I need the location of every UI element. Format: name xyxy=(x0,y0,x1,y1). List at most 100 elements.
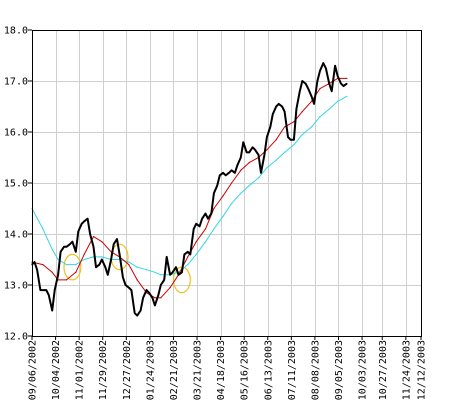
data-point xyxy=(95,266,97,268)
data-point xyxy=(342,85,345,87)
y-tick-label: 16.0 xyxy=(4,128,28,139)
data-point xyxy=(189,253,191,255)
data-point xyxy=(148,292,150,294)
y-tick-label: 18.0 xyxy=(4,26,28,37)
data-point xyxy=(334,65,336,67)
data-point xyxy=(231,202,233,204)
data-point xyxy=(195,253,197,255)
data-point xyxy=(236,164,238,166)
data-point xyxy=(48,294,50,296)
data-point xyxy=(293,139,295,141)
data-point xyxy=(231,169,233,171)
data-point xyxy=(248,162,250,164)
data-point xyxy=(39,289,42,291)
highlight-ellipse xyxy=(63,253,82,281)
data-point xyxy=(101,256,103,258)
data-point xyxy=(310,95,313,97)
data-point xyxy=(222,172,224,174)
data-point xyxy=(213,228,215,230)
data-point xyxy=(81,223,83,225)
data-point xyxy=(204,228,207,230)
data-point xyxy=(193,228,195,230)
x-tick-label: 03/21/2003 xyxy=(193,340,204,400)
y-tick-label: 13.0 xyxy=(4,281,28,292)
data-point xyxy=(113,243,115,245)
data-point xyxy=(346,77,348,79)
data-point xyxy=(187,264,189,266)
data-point xyxy=(248,185,250,187)
x-tick-label: 06/13/2003 xyxy=(263,340,274,400)
data-point xyxy=(92,246,95,248)
x-tick-label: 08/08/2003 xyxy=(310,340,321,400)
data-point xyxy=(154,297,156,299)
data-point xyxy=(269,126,271,128)
data-point xyxy=(219,174,221,176)
data-point xyxy=(293,121,295,123)
data-point xyxy=(257,154,260,156)
x-tick-label: 10/27/2003 xyxy=(378,340,389,400)
data-point xyxy=(319,116,321,118)
x-tick-label: 09/05/2003 xyxy=(334,340,345,400)
data-point xyxy=(65,264,68,266)
data-point xyxy=(104,266,106,268)
data-point xyxy=(266,167,268,169)
data-point xyxy=(128,261,130,263)
data-point xyxy=(42,228,44,230)
data-point xyxy=(51,309,53,312)
data-point xyxy=(160,274,162,276)
data-point xyxy=(177,274,180,276)
data-point xyxy=(42,264,44,266)
data-point xyxy=(325,67,327,69)
data-point xyxy=(240,192,242,194)
data-point xyxy=(257,177,260,179)
series-moving-average-short xyxy=(31,77,348,299)
y-tick-label: 15.0 xyxy=(4,179,28,190)
data-point xyxy=(89,233,91,235)
data-point xyxy=(92,236,95,238)
data-point xyxy=(36,269,38,271)
data-point xyxy=(134,312,136,314)
data-point xyxy=(313,103,315,105)
data-point xyxy=(63,246,65,248)
x-tick-label: 11/01/2002 xyxy=(75,340,86,400)
data-point xyxy=(75,264,77,266)
data-point xyxy=(172,271,174,273)
data-point xyxy=(287,136,289,138)
data-point xyxy=(119,253,121,255)
data-point xyxy=(75,271,77,273)
data-point xyxy=(204,241,207,243)
data-point xyxy=(142,297,144,299)
data-point xyxy=(275,159,277,161)
data-point xyxy=(222,215,224,217)
data-point xyxy=(281,105,283,108)
y-tick-labels: 12.0 13.0 14.0 15.0 16.0 17.0 18.0 xyxy=(4,26,32,343)
data-point xyxy=(77,230,79,232)
data-point xyxy=(154,271,156,273)
data-point xyxy=(140,309,142,312)
x-tick-label: 04/18/2003 xyxy=(216,340,227,400)
data-point xyxy=(145,289,148,291)
data-point xyxy=(337,75,339,77)
data-point xyxy=(266,136,268,138)
data-point xyxy=(187,251,189,253)
data-point xyxy=(246,151,248,153)
data-point xyxy=(110,258,112,261)
x-tick-label: 01/24/2003 xyxy=(145,340,156,400)
data-point xyxy=(51,248,53,250)
data-point xyxy=(319,88,321,90)
data-point xyxy=(101,258,103,261)
data-point xyxy=(160,297,162,299)
data-point xyxy=(98,264,100,266)
data-point xyxy=(201,218,203,220)
data-point xyxy=(136,279,138,281)
data-point xyxy=(128,287,130,289)
data-point xyxy=(228,172,230,174)
data-point xyxy=(295,108,297,110)
data-point xyxy=(260,172,262,174)
data-point xyxy=(301,134,303,136)
data-point xyxy=(289,139,292,141)
x-tick-label: 02/21/2003 xyxy=(169,340,180,400)
data-point xyxy=(284,126,286,128)
data-point xyxy=(163,279,165,281)
